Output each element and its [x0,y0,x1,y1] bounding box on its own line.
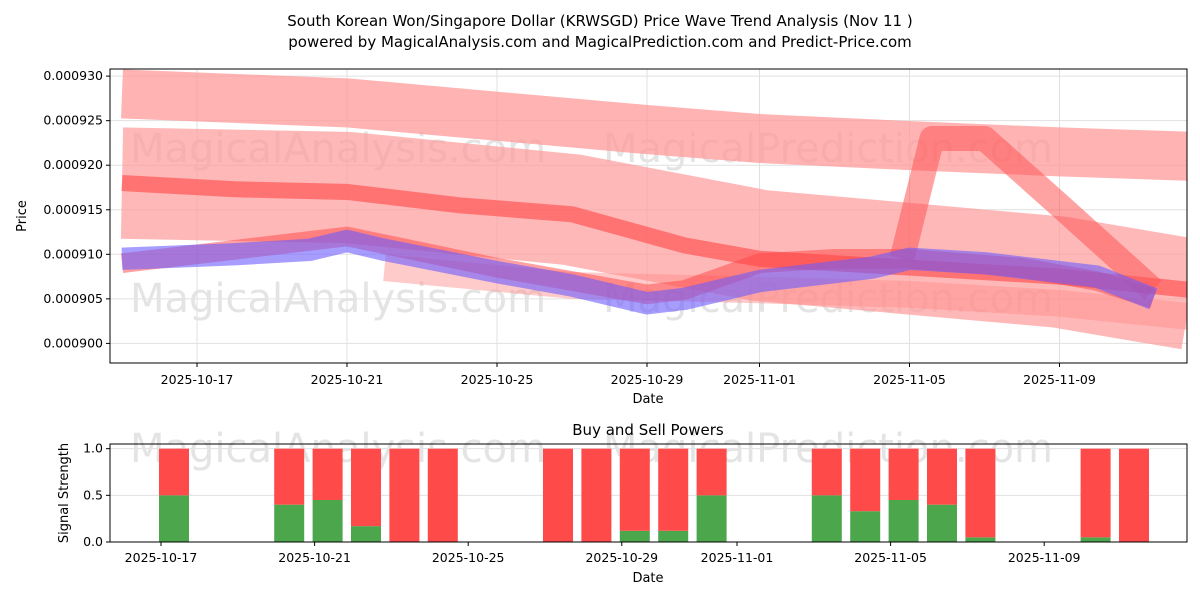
sell-bar [312,448,343,500]
sell-bar [427,448,458,542]
y-tick-label: 0.000900 [43,335,103,350]
y-tick-label: 0.0 [83,534,103,549]
sell-bar [389,448,420,542]
buy-bar [965,537,996,542]
signal-x-axis-label: Date [632,571,663,586]
sell-bar [543,448,573,542]
buy-bar [658,530,689,542]
x-tick-label: 2025-11-09 [1008,550,1081,565]
buy-bar [888,500,919,542]
signal-plot-frame [109,443,1188,543]
x-tick-label: 2025-10-25 [432,550,505,565]
x-tick-label: 2025-11-05 [873,372,946,387]
buy-bar [811,495,842,542]
sell-bar [927,448,957,505]
y-tick-label: 0.000925 [43,113,103,128]
y-tick-label: 0.000920 [43,157,103,172]
buy-bar [274,504,305,542]
chart-title: South Korean Won/Singapore Dollar (KRWSG… [287,12,912,30]
sell-bar [658,448,689,531]
y-tick-label: 0.5 [83,487,103,502]
x-axis-label: Date [632,392,663,407]
signal-y-axis-label: Signal Strength [57,443,72,543]
x-tick-label: 2025-10-17 [125,550,198,565]
sell-bar [888,448,919,500]
buy-bar [1080,537,1111,542]
buy-bar [696,495,727,542]
y-tick-label: 0.000930 [43,68,103,83]
watermark: MagicalAnalysis.com [130,276,546,322]
signal-plot-title: Buy and Sell Powers [572,421,724,439]
x-tick-label: 2025-10-29 [611,372,684,387]
buy-bar [850,511,881,542]
chart-subtitle: powered by MagicalAnalysis.com and Magic… [288,33,912,51]
sell-bar [274,448,305,505]
sell-bar [581,448,612,542]
x-tick-label: 2025-10-25 [461,372,534,387]
sell-bar [850,448,881,512]
x-tick-label: 2025-10-29 [585,550,658,565]
y-tick-label: 0.000905 [43,291,103,306]
sell-bar [1080,448,1111,538]
signal-plot: MagicalAnalysis.com MagicalPrediction.co… [57,421,1188,586]
y-tick-label: 0.000910 [43,246,103,261]
y-tick-label: 0.000915 [43,202,103,217]
buy-bar [159,495,189,542]
sell-bar [1119,448,1149,542]
price-plot: MagicalAnalysis.com MagicalPrediction.co… [15,68,1188,407]
x-tick-label: 2025-10-17 [161,372,234,387]
blue-price-wave [121,229,1158,315]
y-tick-label: 1.0 [83,441,103,456]
sell-bar [619,448,650,531]
x-tick-label: 2025-11-05 [854,550,927,565]
sell-bar [351,448,381,527]
upper-wave-band [121,69,1187,181]
price-plot-frame [109,68,1188,364]
sell-bar [159,448,189,496]
sell-bar [811,448,842,496]
sell-bar [696,448,727,496]
buy-bar [927,504,957,542]
x-tick-label: 2025-11-09 [1023,372,1096,387]
x-tick-label: 2025-10-21 [278,550,351,565]
x-tick-label: 2025-11-01 [701,550,774,565]
y-axis-label: Price [15,200,30,232]
x-tick-label: 2025-10-21 [311,372,384,387]
buy-bar [619,530,650,542]
spike-band [889,126,1162,300]
buy-bar [312,500,343,542]
x-tick-label: 2025-11-01 [723,372,796,387]
buy-bar [351,526,381,542]
sell-bar [965,448,996,538]
